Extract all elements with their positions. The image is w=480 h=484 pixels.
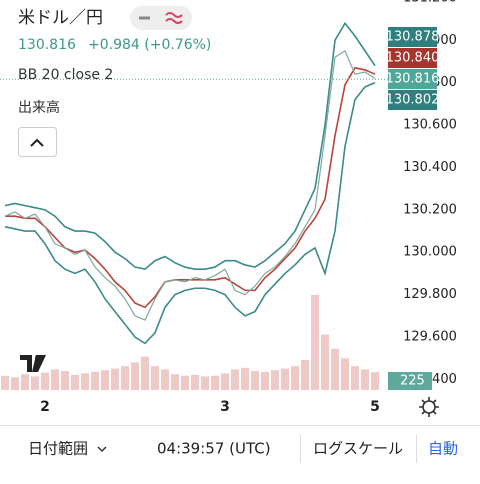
volume-bar bbox=[101, 370, 109, 390]
price-label-box bbox=[388, 90, 437, 110]
volume-bar bbox=[281, 368, 289, 390]
price-axis: 129.400129.600129.800130.000130.200130.4… bbox=[386, 0, 457, 390]
volume-bar bbox=[241, 367, 249, 390]
y-tick-label: 130.200 bbox=[403, 202, 457, 217]
volume-bar bbox=[91, 371, 99, 390]
plot bbox=[0, 21, 388, 390]
y-tick-label: 130.400 bbox=[403, 160, 457, 175]
series-line bbox=[4, 49, 376, 321]
settings-icon bbox=[419, 397, 439, 417]
volume-bar bbox=[131, 362, 139, 390]
y-tick-label: 130.000 bbox=[403, 245, 457, 260]
indicator: BB 20 close 2 bbox=[18, 67, 113, 83]
volume-bar bbox=[311, 295, 319, 390]
clock: 04:39:57 (UTC) bbox=[157, 440, 271, 458]
volume-bar bbox=[81, 373, 89, 390]
volume-bar bbox=[371, 372, 379, 390]
logo bbox=[35, 355, 41, 361]
y-tick-label: 129.800 bbox=[403, 287, 457, 302]
volume-bar bbox=[201, 376, 209, 390]
volume-bar bbox=[61, 371, 69, 390]
volume-bar bbox=[181, 375, 189, 390]
volume-bar bbox=[361, 369, 369, 390]
volume-bar bbox=[221, 373, 229, 390]
volume-bar bbox=[151, 366, 159, 390]
volume-bar bbox=[351, 366, 359, 390]
volume-bar bbox=[271, 370, 279, 390]
volume-bar bbox=[321, 334, 329, 390]
volume-bar bbox=[31, 376, 39, 390]
price-label: 130.816 bbox=[386, 72, 440, 87]
volume-title: 出来高 bbox=[18, 99, 60, 116]
y-tick-label: 129.600 bbox=[403, 330, 457, 345]
y-tick-label: 130.600 bbox=[403, 118, 457, 133]
price-label: 130.878 bbox=[386, 30, 440, 45]
volume-bar bbox=[171, 374, 179, 390]
date-range[interactable]: 日付範囲 bbox=[28, 440, 88, 458]
collapse-button[interactable] bbox=[18, 127, 57, 157]
price-label-box bbox=[388, 48, 437, 68]
series-line bbox=[4, 21, 376, 271]
series-line bbox=[5, 66, 376, 309]
log-scale[interactable]: ログスケール bbox=[313, 440, 403, 458]
toggle-icon bbox=[165, 12, 183, 24]
volume-bar bbox=[21, 374, 29, 390]
logo bbox=[20, 355, 46, 372]
volume-bar bbox=[231, 369, 239, 390]
change: +0.984 (+0.76%) bbox=[88, 37, 211, 53]
volume-bar bbox=[1, 375, 9, 390]
volume-bar bbox=[301, 359, 309, 390]
volume-label: 225 bbox=[400, 374, 425, 389]
volume-bar bbox=[11, 377, 19, 390]
volume-bar bbox=[121, 366, 129, 390]
volume-bar bbox=[41, 372, 49, 390]
volume-bar bbox=[161, 369, 169, 390]
x-tick-label: 5 bbox=[370, 399, 380, 415]
volume-label-box bbox=[388, 372, 432, 390]
volume-bar bbox=[211, 375, 219, 390]
price: 130.816 bbox=[18, 37, 76, 53]
x-tick-label: 2 bbox=[40, 399, 50, 415]
volume-bar bbox=[111, 368, 119, 390]
price-label-box bbox=[388, 69, 437, 89]
chevron-up bbox=[30, 138, 44, 147]
time-axis: 2 3 5 bbox=[40, 399, 380, 415]
y-tick-label: 131.200 bbox=[403, 0, 457, 5]
volume-bar bbox=[341, 358, 349, 390]
volume-bar bbox=[331, 348, 339, 390]
volume-bar bbox=[71, 374, 79, 390]
price-label: 130.840 bbox=[386, 51, 440, 66]
symbol: 米ドル／円 bbox=[18, 8, 103, 28]
volume-bar bbox=[261, 371, 269, 390]
auto-scale[interactable]: 自動 bbox=[428, 440, 458, 458]
toggle[interactable] bbox=[130, 6, 192, 30]
volume-bar bbox=[141, 356, 149, 390]
price-label-box bbox=[388, 27, 437, 47]
series-line bbox=[4, 81, 376, 345]
x-tick-label: 3 bbox=[220, 399, 230, 415]
price-label: 130.802 bbox=[386, 93, 440, 108]
volume-bar bbox=[51, 369, 59, 390]
volume-bar bbox=[291, 366, 299, 390]
chevron-down bbox=[97, 446, 107, 453]
volume-bar bbox=[191, 374, 199, 390]
volume-bar bbox=[251, 371, 259, 390]
